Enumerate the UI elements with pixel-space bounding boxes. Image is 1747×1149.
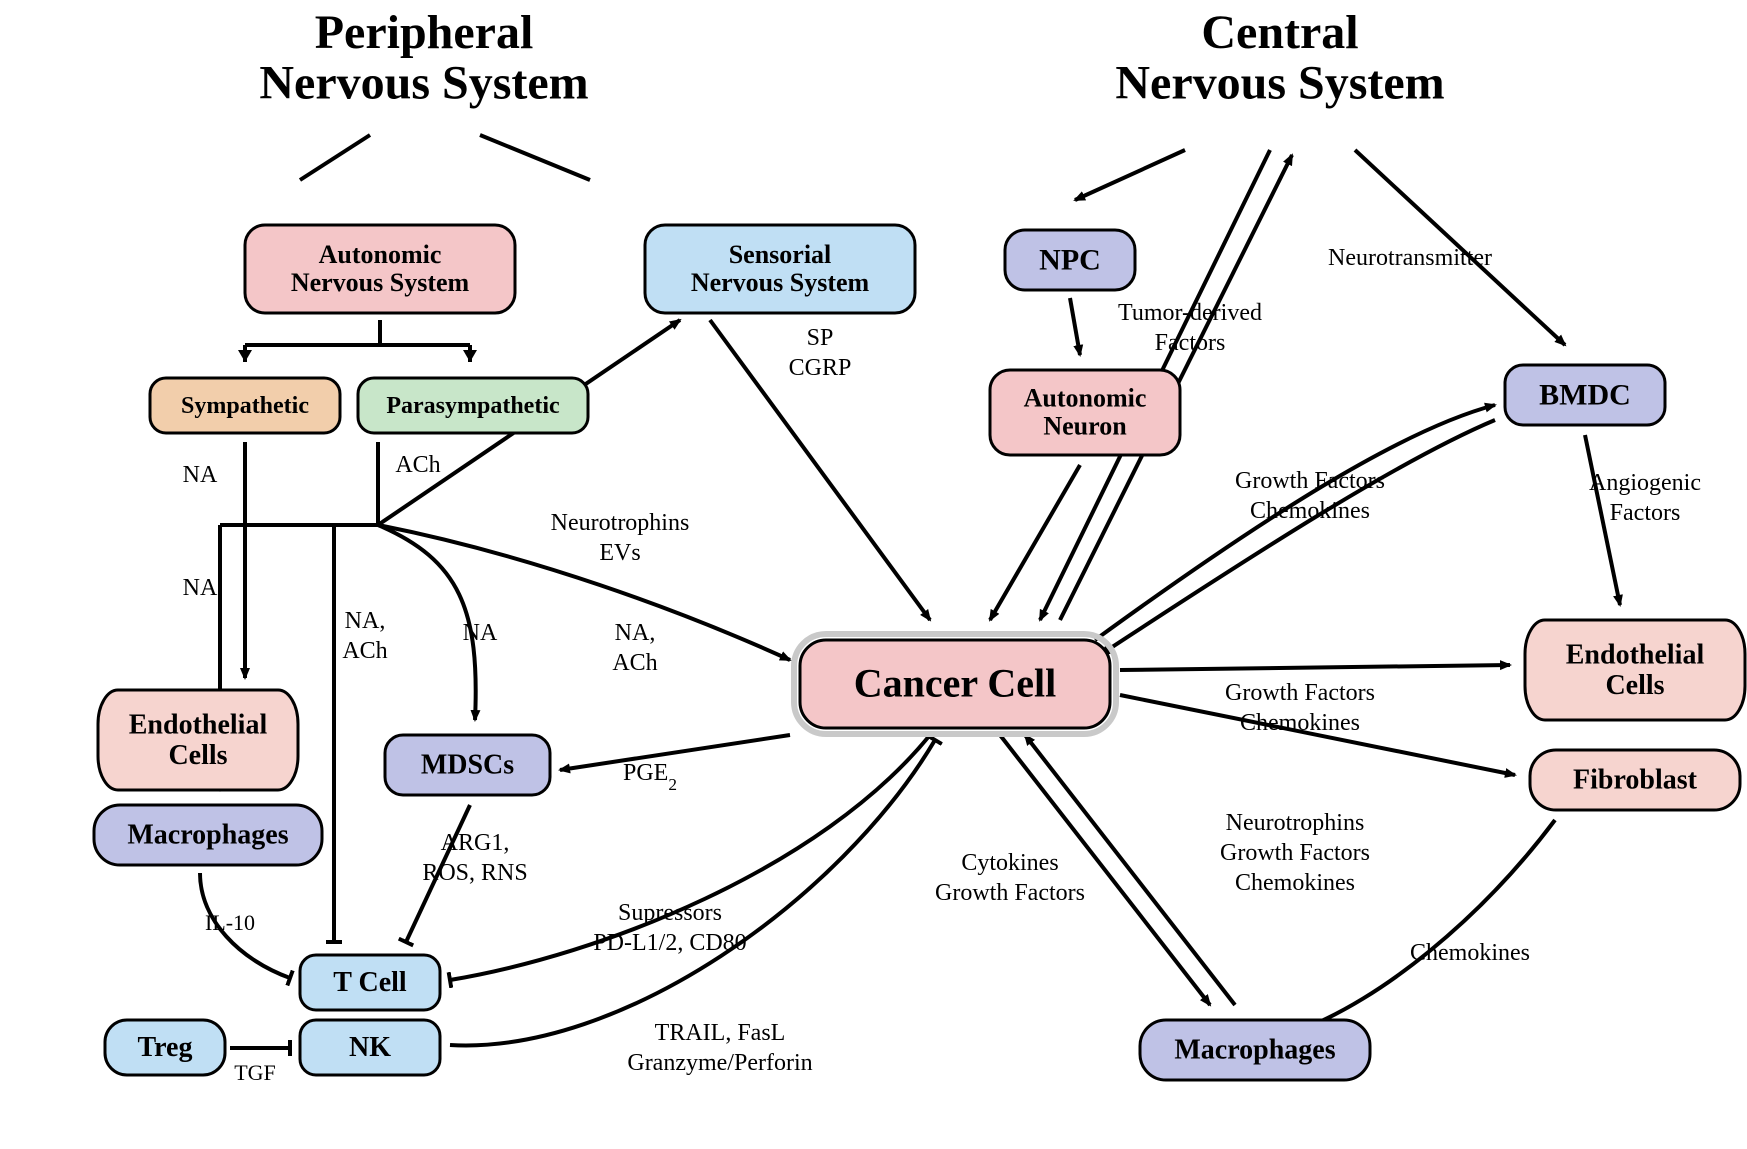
edge-label: Chemokines [1240, 710, 1360, 736]
diagram-canvas: AutonomicNervous SystemSensorialNervous … [0, 0, 1747, 1149]
svg-text:Nervous System: Nervous System [691, 268, 870, 297]
edge-label: TRAIL, FasL [655, 1020, 786, 1046]
svg-text:Cells: Cells [1605, 670, 1664, 701]
edge-label: Angiogenic [1589, 470, 1701, 496]
svg-text:Sensorial: Sensorial [729, 240, 832, 269]
pns-title: PeripheralNervous System [259, 6, 588, 109]
node-macrophages-right: Macrophages [1140, 1020, 1370, 1080]
svg-text:Cells: Cells [168, 740, 227, 771]
edge-label: PD-L1/2, CD80 [593, 930, 746, 956]
svg-text:Peripheral: Peripheral [315, 6, 534, 59]
svg-text:Cancer Cell: Cancer Cell [854, 660, 1057, 705]
edge-label: ACh [342, 638, 387, 664]
edge-ans-split [245, 320, 470, 362]
svg-text:Autonomic: Autonomic [319, 240, 442, 269]
edge-label: Growth Factors [1225, 680, 1375, 706]
edge-label: Growth Factors [1235, 468, 1385, 494]
svg-text:MDSCs: MDSCs [421, 750, 514, 781]
svg-text:Nervous System: Nervous System [1115, 56, 1444, 109]
edge-label: TGF [234, 1060, 276, 1085]
svg-text:Central: Central [1201, 6, 1358, 59]
edge-label: Factors [1610, 500, 1681, 526]
svg-text:Fibroblast: Fibroblast [1573, 765, 1698, 796]
edge-label: Growth Factors [1220, 840, 1370, 866]
node-endothelial-left: EndothelialCells [98, 690, 298, 790]
edge-cns-npc [1075, 150, 1185, 200]
node-macrophages-left: Macrophages [94, 805, 322, 865]
edge-label: EVs [599, 540, 640, 566]
edge-branch-cancer [378, 525, 790, 660]
edge-branch-mdsc [378, 525, 476, 720]
edge-pns-right [480, 135, 590, 180]
edge-label: SP [807, 325, 834, 351]
node-cancer: Cancer Cell [794, 634, 1116, 734]
edge-label: Factors [1155, 330, 1226, 356]
edge-label: Growth Factors [935, 880, 1085, 906]
edge-label: NA [183, 575, 218, 601]
edge-label: Chemokines [1235, 870, 1355, 896]
svg-text:T Cell: T Cell [333, 967, 407, 998]
node-treg: Treg [105, 1020, 225, 1075]
node-autonomic-ns: AutonomicNervous System [245, 225, 515, 313]
edge-autonomic-cancer [990, 465, 1080, 620]
svg-text:Nervous System: Nervous System [291, 268, 470, 297]
edge-label: NA [463, 620, 498, 646]
edge-label: NA, [345, 608, 386, 634]
edge-label: Chemokines [1410, 940, 1530, 966]
edge-label: Neurotrophins [551, 510, 690, 536]
node-nk: NK [300, 1020, 440, 1075]
edge-label: Tumor-derived [1118, 300, 1262, 326]
edge-cancer-mdscs [560, 735, 790, 770]
svg-text:Macrophages: Macrophages [1174, 1035, 1335, 1066]
edge-label: IL-10 [205, 910, 255, 935]
svg-text:NPC: NPC [1039, 243, 1101, 276]
cns-title: CentralNervous System [1115, 6, 1444, 109]
node-sympathetic: Sympathetic [150, 378, 340, 433]
svg-text:Endothelial: Endothelial [129, 710, 268, 741]
edge-label: ROS, RNS [422, 860, 527, 886]
edge-label: Neurotransmitter [1328, 245, 1492, 271]
node-parasympathetic: Parasympathetic [358, 378, 588, 433]
svg-text:Macrophages: Macrophages [127, 820, 288, 851]
edge-label: Cytokines [961, 850, 1058, 876]
node-autonomic-neuron: AutonomicNeuron [990, 370, 1180, 455]
node-npc: NPC [1005, 230, 1135, 290]
edge-label: Granzyme/Perforin [627, 1050, 812, 1076]
edge-label: Supressors [618, 900, 722, 926]
edge-label: PGE2 [623, 760, 677, 794]
node-sensorial-ns: SensorialNervous System [645, 225, 915, 313]
edge-label: NA [183, 462, 218, 488]
node-bmdc: BMDC [1505, 365, 1665, 425]
node-endothelial-right: EndothelialCells [1525, 620, 1745, 720]
edge-label: ARG1, [441, 830, 510, 856]
svg-text:Neuron: Neuron [1043, 412, 1127, 441]
svg-text:Endothelial: Endothelial [1566, 640, 1705, 671]
edge-label: NA, [615, 620, 656, 646]
svg-text:Nervous System: Nervous System [259, 56, 588, 109]
edge-label: CGRP [789, 355, 852, 381]
svg-text:Treg: Treg [138, 1032, 193, 1063]
svg-text:BMDC: BMDC [1539, 378, 1631, 411]
edge-npc-autonomic [1070, 298, 1080, 355]
edge-label: ACh [612, 650, 657, 676]
edge-label: Neurotrophins [1226, 810, 1365, 836]
svg-text:Parasympathetic: Parasympathetic [386, 393, 560, 419]
edge-label: Chemokines [1250, 498, 1370, 524]
edge-pns-left [300, 135, 370, 180]
node-fibroblast: Fibroblast [1530, 750, 1740, 810]
svg-text:Autonomic: Autonomic [1024, 384, 1147, 413]
svg-text:Sympathetic: Sympathetic [181, 393, 309, 419]
node-mdscs: MDSCs [385, 735, 550, 795]
node-tcell: T Cell [300, 955, 440, 1010]
edge-cancer-endothelial-r [1120, 665, 1510, 670]
svg-text:NK: NK [349, 1032, 391, 1063]
edge-label: ACh [395, 452, 440, 478]
